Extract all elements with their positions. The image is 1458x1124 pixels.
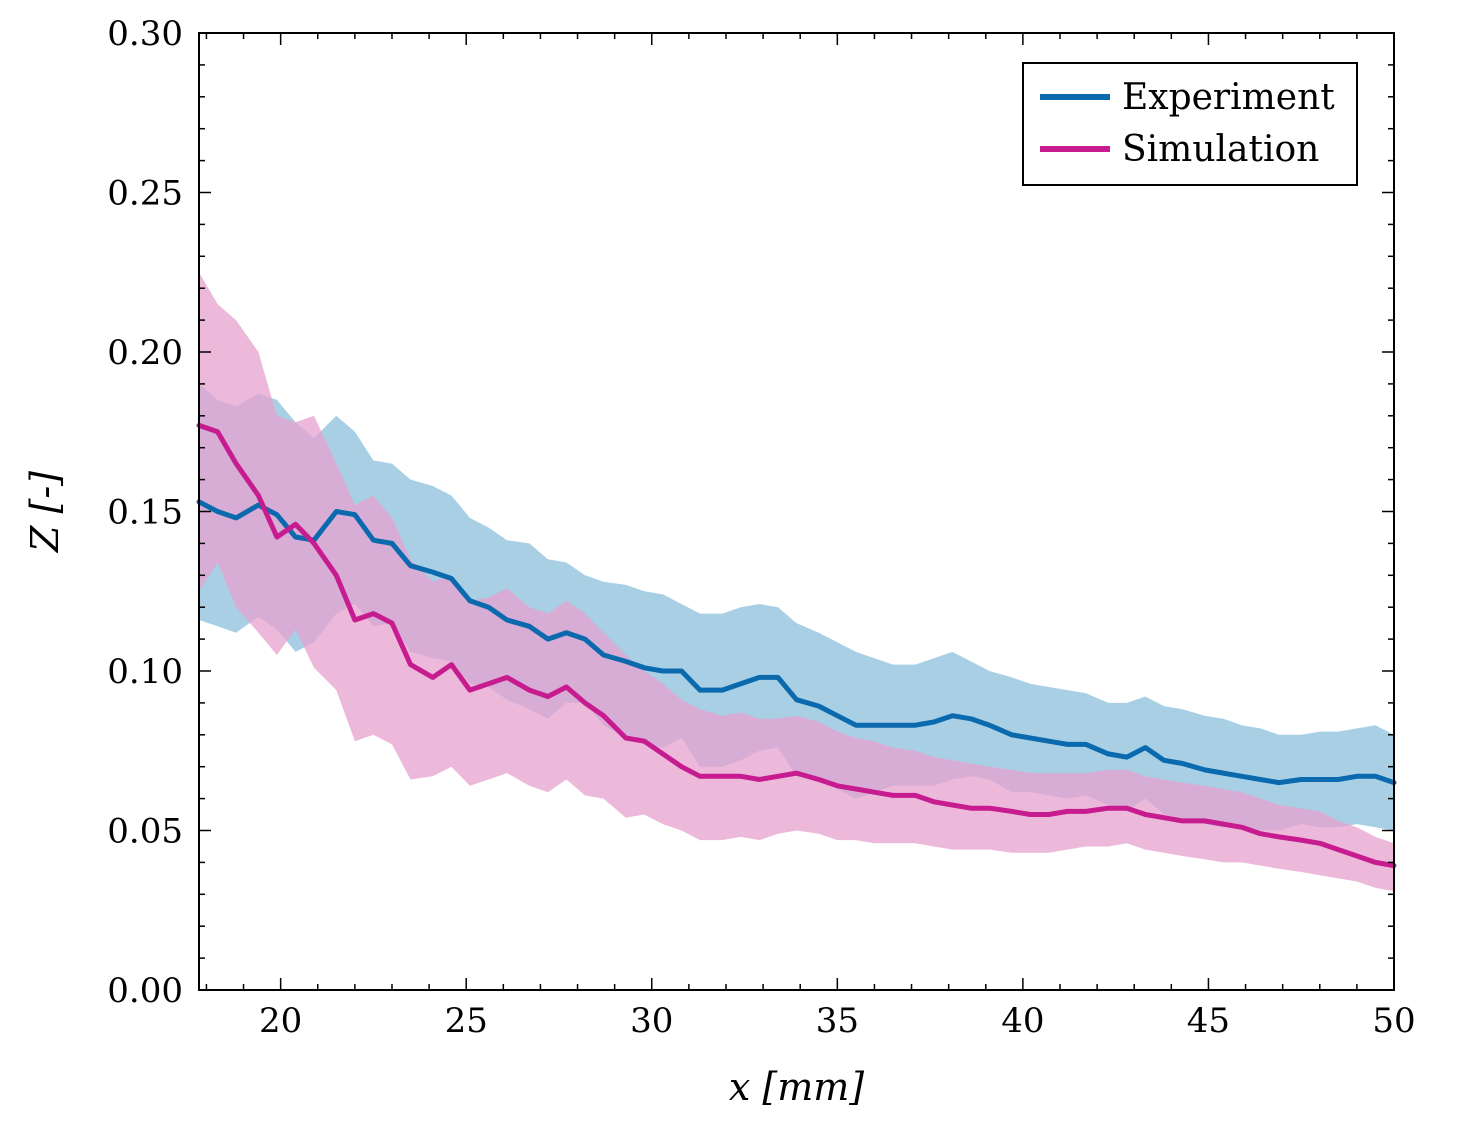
confidence-bands bbox=[199, 272, 1394, 892]
y-axis-label: Z [-] bbox=[23, 471, 67, 553]
y-tick-label: 0.10 bbox=[107, 652, 183, 692]
y-tick-label: 0.05 bbox=[107, 812, 183, 852]
legend: Experiment Simulation bbox=[1022, 62, 1358, 186]
x-tick-labels: 20 25 30 35 40 45 50 bbox=[259, 1001, 1416, 1041]
y-tick-label: 0.15 bbox=[107, 493, 183, 533]
x-tick-label: 25 bbox=[445, 1001, 488, 1041]
band-simulation bbox=[199, 272, 1394, 892]
legend-label-experiment: Experiment bbox=[1122, 77, 1335, 118]
legend-box bbox=[1022, 62, 1358, 186]
line-simulation bbox=[196, 422, 1397, 869]
x-tick-label: 35 bbox=[816, 1001, 859, 1041]
y-tick-label: 0.20 bbox=[107, 333, 183, 373]
y-tick-labels: 0.00 0.05 0.10 0.15 0.20 0.25 0.30 bbox=[107, 14, 183, 1011]
y-tick-label: 0.00 bbox=[107, 971, 183, 1011]
legend-label-simulation: Simulation bbox=[1122, 129, 1319, 170]
x-tick-label: 40 bbox=[1001, 1001, 1044, 1041]
x-tick-label: 50 bbox=[1372, 1001, 1415, 1041]
y-tick-label: 0.25 bbox=[107, 174, 183, 214]
x-axis-label: x [mm] bbox=[729, 1065, 864, 1109]
plot-area-frame bbox=[198, 32, 1395, 991]
y-tick-label: 0.30 bbox=[107, 14, 183, 54]
x-tick-label: 20 bbox=[259, 1001, 302, 1041]
x-tick-label: 45 bbox=[1187, 1001, 1230, 1041]
series-lines bbox=[196, 422, 1397, 869]
line-experiment bbox=[196, 499, 1397, 786]
band-experiment bbox=[199, 383, 1394, 831]
x-tick-label: 30 bbox=[630, 1001, 673, 1041]
